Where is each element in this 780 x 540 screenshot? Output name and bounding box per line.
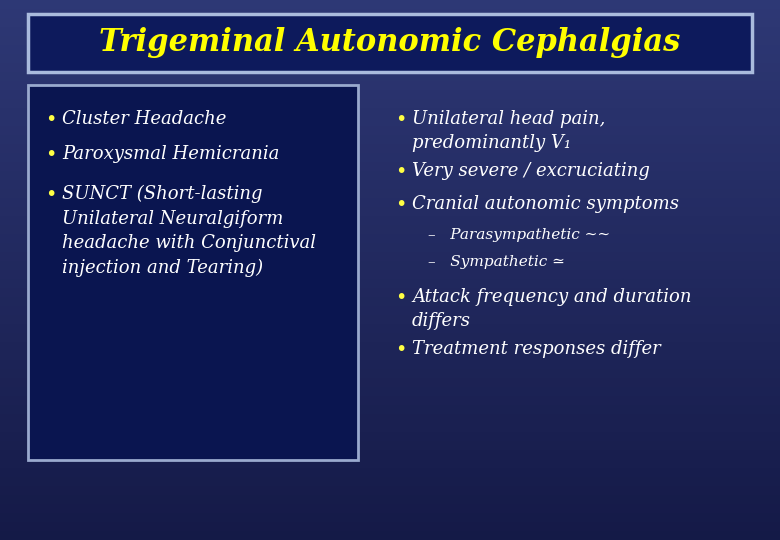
Bar (0, 512, 780, 522)
Bar (0, 143, 780, 153)
Bar (0, 386, 780, 396)
Bar (0, 314, 780, 324)
Text: Attack frequency and duration
differs: Attack frequency and duration differs (412, 288, 692, 330)
FancyBboxPatch shape (28, 85, 358, 460)
Text: Treatment responses differ: Treatment responses differ (412, 340, 661, 358)
Bar (0, 476, 780, 486)
Text: •: • (45, 145, 56, 164)
Bar (0, 53, 780, 63)
Bar (0, 359, 780, 369)
Bar (0, 440, 780, 450)
Bar (0, 530, 780, 540)
Bar (0, 8, 780, 18)
Bar (0, 494, 780, 504)
Text: Paroxysmal Hemicrania: Paroxysmal Hemicrania (62, 145, 279, 163)
Bar (0, 449, 780, 459)
Text: –   Sympathetic ≃: – Sympathetic ≃ (428, 255, 565, 269)
Bar (0, 332, 780, 342)
Bar (0, 89, 780, 99)
Bar (0, 404, 780, 414)
Bar (0, 161, 780, 171)
Text: •: • (45, 185, 56, 204)
Bar (0, 188, 780, 198)
Bar (0, 485, 780, 495)
Bar (0, 170, 780, 180)
FancyBboxPatch shape (28, 14, 752, 72)
Bar (0, 467, 780, 477)
Bar (0, 35, 780, 45)
Bar (0, 215, 780, 225)
Text: SUNCT (Short-lasting
Unilateral Neuralgiform
headache with Conjunctival
injectio: SUNCT (Short-lasting Unilateral Neuralgi… (62, 185, 316, 276)
Bar (0, 233, 780, 243)
Bar (0, 242, 780, 252)
Text: Cluster Headache: Cluster Headache (62, 110, 226, 128)
Bar (0, 287, 780, 297)
Bar (0, 341, 780, 351)
Bar (0, 98, 780, 108)
Bar (0, 152, 780, 162)
Bar (0, 413, 780, 423)
Bar (0, 80, 780, 90)
Bar (0, 116, 780, 126)
Text: Trigeminal Autonomic Cephalgias: Trigeminal Autonomic Cephalgias (99, 28, 681, 58)
Bar (0, 134, 780, 144)
Bar (0, 107, 780, 117)
Bar (0, 422, 780, 432)
Bar (0, 179, 780, 189)
Bar (0, 503, 780, 513)
Bar (0, 251, 780, 261)
Bar (0, 458, 780, 468)
Bar (0, 350, 780, 360)
Bar (0, 260, 780, 270)
Bar (0, 431, 780, 441)
Bar (0, 278, 780, 288)
Text: •: • (395, 288, 406, 307)
Text: •: • (395, 340, 406, 359)
Text: Very severe / excruciating: Very severe / excruciating (412, 162, 650, 180)
Bar (0, 0, 780, 9)
Bar (0, 44, 780, 54)
Bar (0, 197, 780, 207)
Text: Unilateral head pain,
predominantly V₁: Unilateral head pain, predominantly V₁ (412, 110, 605, 152)
Bar (0, 305, 780, 315)
Text: •: • (395, 110, 406, 129)
Text: –   Parasympathetic ∼∼: – Parasympathetic ∼∼ (428, 228, 610, 242)
Text: Cranial autonomic symptoms: Cranial autonomic symptoms (412, 195, 679, 213)
Text: •: • (395, 162, 406, 181)
Bar (0, 296, 780, 306)
Bar (0, 17, 780, 27)
Bar (0, 395, 780, 405)
Bar (0, 377, 780, 387)
Bar (0, 224, 780, 234)
Bar (0, 368, 780, 378)
Text: •: • (395, 195, 406, 214)
Bar (0, 323, 780, 333)
Text: •: • (45, 110, 56, 129)
Bar (0, 125, 780, 135)
Bar (0, 26, 780, 36)
Bar (0, 62, 780, 72)
Bar (0, 521, 780, 531)
Bar (0, 269, 780, 279)
Bar (0, 71, 780, 81)
Bar (0, 206, 780, 216)
